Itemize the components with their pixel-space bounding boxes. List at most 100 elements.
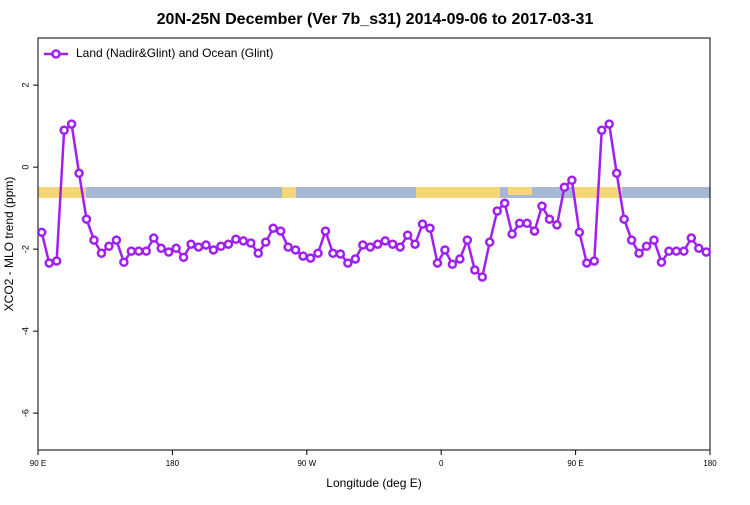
data-point [470,265,480,275]
data-point [649,235,659,245]
data-point [656,257,667,267]
data-point [81,214,92,224]
data-point [514,218,525,229]
data-point [567,175,577,186]
x-tick-label: 90 E [567,459,583,468]
x-tick-label: 90 E [30,459,46,468]
data-point [537,201,547,211]
data-point [178,252,189,263]
data-point [440,245,450,255]
data-point [507,229,517,239]
x-tick-label: 180 [703,459,717,468]
y-tick-label: -4 [20,327,30,335]
data-point [104,241,114,252]
data-point [522,218,532,229]
data-point [268,223,278,233]
data-point [455,254,465,264]
y-tick-label: -6 [20,409,30,417]
data-point [223,239,234,249]
y-tick-label: 0 [20,165,30,170]
data-point [402,230,413,240]
data-point [134,246,144,256]
y-tick-label: -2 [20,245,30,253]
data-point [358,240,368,250]
data-point [679,246,689,256]
y-axis-label: XCO2 - MLO trend (ppm) [2,177,16,312]
data-point [298,251,308,261]
data-point [634,248,644,258]
data-point [671,246,682,256]
legend-marker [51,49,61,59]
data-point [96,248,107,258]
data-point [193,242,204,252]
data-point [574,227,585,238]
data-point [529,226,540,236]
data-point [604,119,614,129]
chart-title: 20N-25N December (Ver 7b_s31) 2014-09-06… [157,11,594,28]
data-point [44,258,54,268]
data-point [447,259,458,270]
data-point [462,235,473,245]
data-point [350,254,361,264]
data-point [290,245,301,255]
data-point [589,256,600,266]
map-strip [38,187,710,198]
data-point [246,238,256,248]
data-point [626,235,637,245]
data-point [559,182,570,192]
data-point [260,237,271,247]
data-point [365,242,376,252]
data-point [544,214,555,224]
data-point [51,256,62,266]
data-point [320,226,331,236]
data-point [89,235,99,245]
data-point [552,220,562,230]
data-point [313,248,323,258]
data-point [611,168,622,179]
legend-label: Land (Nadir&Glint) and Ocean (Glint) [76,46,273,60]
data-point [395,242,405,252]
data-point [701,247,712,257]
data-point [335,249,346,259]
data-point [410,239,420,249]
x-tick-label: 90 W [297,459,316,468]
data-point [305,253,316,263]
data-point [253,248,264,258]
data-point [425,223,435,233]
data-point [201,240,211,250]
data-point [484,237,495,247]
data-point [387,239,398,249]
data-point [582,258,592,268]
data-point [596,125,607,135]
data-point [477,272,488,282]
data-point [156,243,166,254]
data-point [216,241,226,252]
data-point [148,233,159,243]
data-point [171,243,181,254]
x-tick-label: 180 [166,459,180,468]
data-point [686,233,697,243]
data-point [619,214,629,224]
data-point [380,236,390,246]
data-point [59,125,69,135]
data-point [343,258,353,268]
plot-frame [37,37,711,451]
data-point [283,242,293,252]
x-axis-label: Longitude (deg E) [326,476,421,490]
data-point [126,246,137,256]
data-point [74,168,84,179]
y-tick-label: 2 [20,83,30,88]
data-point [186,239,196,249]
data-point [664,246,674,256]
data-point [641,241,652,252]
data-point [231,234,241,245]
data-point [275,226,286,236]
data-point [208,245,219,255]
data-point [119,257,129,267]
data-point [141,246,152,256]
x-tick-label: 0 [439,459,444,468]
data-point [417,219,428,229]
data-point [238,236,249,246]
data-point [111,235,122,245]
